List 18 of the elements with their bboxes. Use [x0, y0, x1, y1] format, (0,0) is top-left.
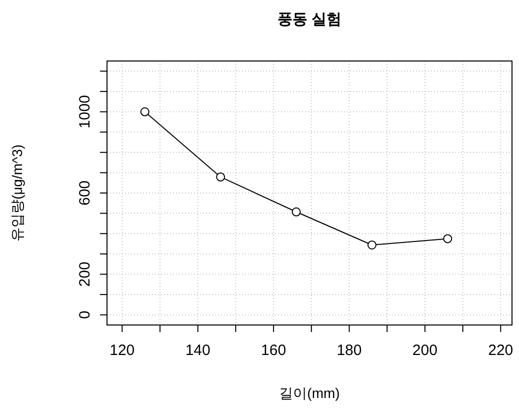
y-axis-title: 유입량(μg/m^3)	[9, 144, 25, 242]
point	[367, 240, 376, 250]
point	[216, 172, 226, 182]
point	[443, 234, 452, 244]
x-tick-label: 200	[412, 342, 438, 359]
x-tick-label: 220	[488, 342, 514, 359]
point	[140, 107, 150, 116]
y-tick-label: 600	[76, 180, 94, 206]
point	[292, 207, 301, 216]
x-tick-label: 160	[261, 342, 286, 359]
x-axis-title: 길이(mm)	[279, 385, 340, 401]
y-tick-label: 1000	[76, 95, 94, 128]
chart-title: 풍동 실험	[277, 11, 342, 28]
y-tick-label: 200	[76, 262, 94, 287]
y-tick-label: 0	[76, 310, 94, 320]
x-tick-label: 140	[185, 342, 210, 359]
x-tick-label: 120	[110, 342, 135, 359]
x-tick-label: 180	[336, 342, 362, 359]
